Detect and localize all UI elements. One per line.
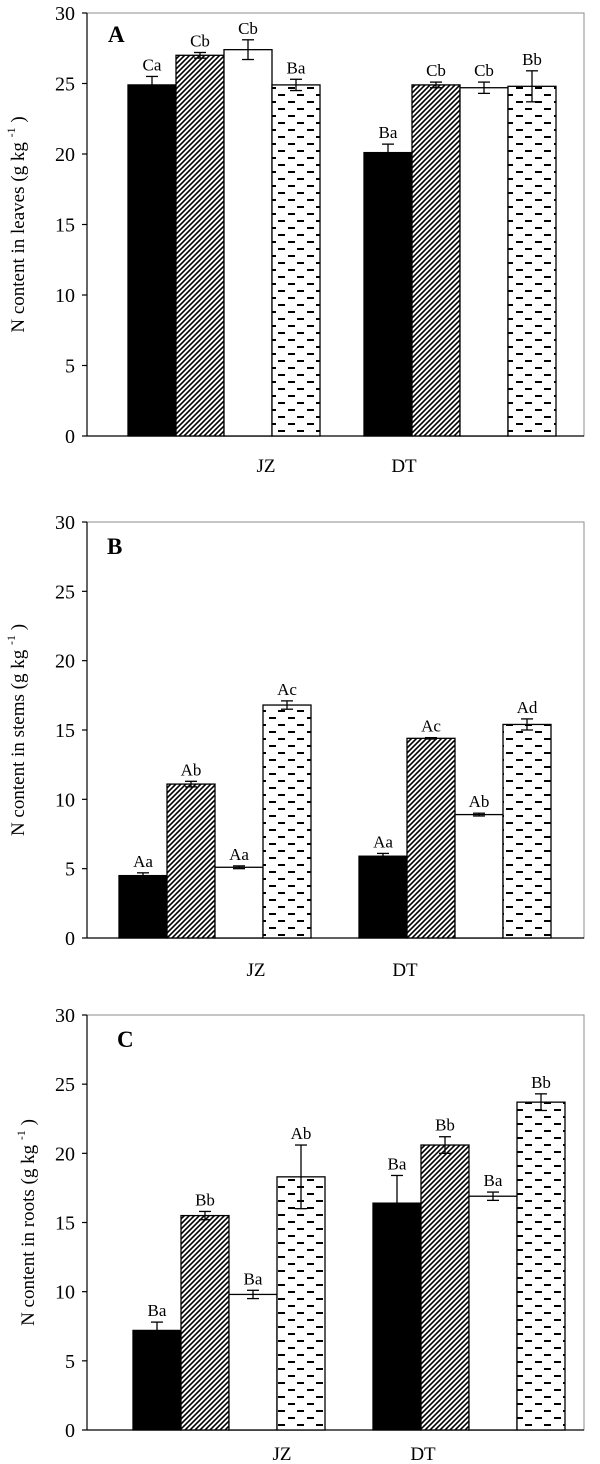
x-category-label: DT: [391, 456, 417, 477]
significance-label: Ba: [244, 1269, 263, 1288]
bar-jz-series-1: [127, 84, 177, 437]
y-tick-label: 15: [55, 1213, 75, 1235]
significance-label: Cb: [426, 61, 446, 80]
bar-dt-series-4: [507, 85, 557, 437]
bar-jz-series-4: [262, 704, 312, 939]
y-tick-label: 0: [65, 426, 75, 448]
bar-jz-series-2: [175, 54, 225, 437]
significance-label: Ba: [484, 1171, 503, 1190]
significance-label: Ac: [421, 717, 441, 736]
bar-jz-series-2: [166, 783, 216, 939]
bar-dt-series-1: [358, 855, 408, 939]
bar-jz-series-1: [118, 874, 168, 939]
y-tick-label: 30: [55, 3, 75, 25]
y-axis-title: N content in stems (g kg -1 ): [4, 624, 29, 836]
bar-jz-series-3: [228, 1293, 278, 1431]
bar-dt-series-4: [502, 723, 552, 939]
bar-dt-series-4: [516, 1101, 566, 1431]
y-tick-label: 25: [55, 1074, 75, 1096]
significance-label: Ba: [388, 1154, 407, 1173]
panel-label: C: [117, 1027, 134, 1052]
significance-label: Ba: [287, 58, 306, 77]
bar-jz-series-4: [276, 1176, 326, 1431]
y-tick-label: 10: [55, 1282, 75, 1304]
bar-jz-series-4: [271, 84, 321, 437]
significance-label: Cb: [238, 19, 258, 38]
panel-c: 0 5 10 15 20 25 30 N content in roots (g kg -1 …: [14, 1005, 585, 1464]
significance-label: Cb: [190, 31, 210, 50]
significance-label: Ac: [277, 680, 297, 699]
significance-label: Ab: [181, 760, 202, 779]
significance-label: Aa: [133, 852, 153, 871]
x-category-label: JZ: [257, 456, 276, 477]
significance-label: Ab: [469, 792, 490, 811]
significance-label: Bb: [435, 1116, 455, 1135]
significance-label: Ab: [291, 1124, 312, 1143]
y-tick-label: 10: [55, 789, 75, 811]
bar-dt-series-3: [468, 1195, 518, 1431]
bar-dt-series-1: [372, 1202, 422, 1431]
significance-label: Ad: [517, 698, 538, 717]
y-tick-label: 5: [65, 1351, 75, 1373]
y-tick-label: 25: [55, 74, 75, 96]
y-tick-label: 30: [55, 1005, 75, 1027]
bar-dt-series-2: [406, 737, 456, 939]
bar-jz-series-3: [214, 866, 264, 939]
significance-label: Aa: [229, 845, 249, 864]
y-tick-label: 15: [55, 720, 75, 742]
y-tick-label: 5: [65, 859, 75, 881]
panel-label: A: [108, 22, 125, 47]
bar-jz-series-3: [223, 49, 273, 437]
x-category-label: DT: [392, 960, 418, 981]
y-tick-label: 5: [65, 356, 75, 378]
bar-dt-series-3: [459, 87, 509, 437]
y-tick-label: 20: [55, 651, 75, 673]
significance-label: Cb: [474, 61, 494, 80]
bar-jz-series-1: [132, 1329, 182, 1431]
x-category-label: DT: [410, 1444, 436, 1464]
bar-dt-series-3: [454, 813, 504, 939]
bar-jz-series-2: [180, 1214, 230, 1431]
panel-a: 0 5 10 15 20 25 30 N content in leaves (g kg -1…: [4, 3, 585, 477]
panel-label: B: [107, 534, 122, 559]
y-tick-label: 0: [65, 1420, 75, 1442]
significance-label: Bb: [195, 1190, 215, 1209]
bar-dt-series-2: [411, 84, 461, 437]
y-tick-label: 15: [55, 215, 75, 237]
significance-label: Ca: [143, 55, 162, 74]
x-category-label: JZ: [273, 1444, 292, 1464]
significance-label: Ba: [379, 123, 398, 142]
y-tick-label: 30: [55, 512, 75, 534]
y-tick-label: 25: [55, 581, 75, 603]
y-tick-label: 10: [55, 285, 75, 307]
x-category-label: JZ: [247, 960, 266, 981]
bar-dt-series-2: [420, 1144, 470, 1431]
y-tick-label: 20: [55, 1143, 75, 1165]
significance-label: Bb: [522, 50, 542, 69]
bar-dt-series-1: [363, 151, 413, 437]
y-axis-title: N content in leaves (g kg -1 ): [4, 116, 29, 332]
significance-label: Aa: [373, 832, 393, 851]
significance-label: Bb: [531, 1073, 551, 1092]
panel-b: 0 5 10 15 20 25 30 N content in stems (g kg -1 …: [4, 512, 585, 981]
significance-label: Ba: [148, 1301, 167, 1320]
y-tick-label: 0: [65, 928, 75, 950]
y-tick-label: 20: [55, 144, 75, 166]
y-axis-title: N content in roots (g kg -1 ): [14, 1119, 39, 1326]
